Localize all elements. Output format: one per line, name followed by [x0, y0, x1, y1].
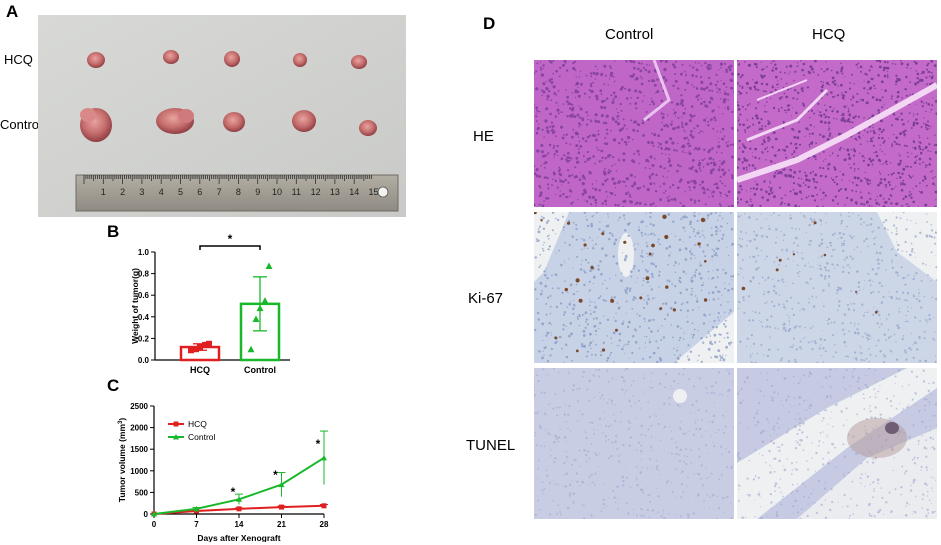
- panel-a-row-label-control: Control: [0, 117, 42, 132]
- ruler-tick-label: 6: [197, 187, 202, 197]
- data-point: [265, 262, 273, 270]
- legend-label: Control: [188, 432, 216, 442]
- ruler-tick-label: 8: [236, 187, 241, 197]
- data-point: [321, 454, 327, 461]
- ruler-tick-label: 11: [292, 187, 301, 197]
- data-point: [261, 297, 269, 304]
- x-axis-label: Days after Xenograft: [197, 533, 280, 542]
- x-tick-label: 7: [194, 520, 199, 529]
- x-tick-label: Control: [244, 365, 276, 375]
- y-tick-label: 500: [135, 488, 149, 497]
- data-point: [247, 345, 255, 353]
- ki67-hcq-image: [737, 212, 937, 363]
- ruler-tick-label: 10: [272, 187, 282, 197]
- data-point: [193, 346, 199, 353]
- y-axis-label: Tumor volume (mm3): [117, 418, 127, 503]
- panel-a-row-label-hcq: HCQ: [4, 52, 33, 67]
- data-point: [206, 340, 212, 347]
- panel-d-row-label-he: HE: [473, 128, 494, 145]
- panel-d-row-label-ki67: Ki-67: [468, 290, 504, 307]
- ruler: 1 2 3 4 5 6 7 8 9 10 11 12 13 14 15: [75, 174, 399, 212]
- y-tick-label: 0.8: [138, 270, 150, 279]
- line-chart-tumor-volume: 0 500 1000 1500 2000 2500 0 7 14 21 28 Days after X…: [117, 402, 329, 542]
- tunel-hcq-image: [737, 368, 937, 519]
- x-tick-label: HCQ: [190, 365, 210, 375]
- control-tumors: [80, 108, 377, 142]
- ruler-tick-label: 1: [101, 187, 106, 197]
- data-point: [188, 347, 194, 354]
- significance-star: *: [231, 485, 236, 499]
- data-point: [236, 506, 242, 512]
- significance-star: *: [273, 468, 278, 482]
- panel-d-row-label-tunel: TUNEL: [466, 437, 516, 454]
- data-point: [193, 505, 200, 512]
- ki67-control-image: [534, 212, 734, 363]
- data-point: [252, 315, 260, 322]
- ruler-tick-label: 13: [330, 187, 340, 197]
- tunel-control-image: [534, 368, 734, 519]
- y-tick-label: 2000: [130, 424, 148, 433]
- panel-d-col-label-hcq: HCQ: [812, 26, 846, 43]
- y-tick-label: 2500: [130, 402, 148, 411]
- data-point: [279, 504, 284, 510]
- y-tick-label: 0: [144, 510, 149, 519]
- ruler-tick-label: 3: [139, 187, 144, 197]
- data-point: [197, 344, 203, 351]
- significance-star: *: [316, 437, 321, 451]
- panel-d-letter: D: [483, 14, 496, 33]
- panel-b-letter: B: [107, 222, 120, 241]
- ruler-tick-label: 9: [255, 187, 260, 197]
- y-axis-label: Weight of tumor(g): [130, 268, 140, 344]
- he-control-image: [534, 60, 734, 207]
- panel-c-letter: C: [107, 376, 120, 395]
- x-tick-label: 28: [320, 520, 329, 529]
- hcq-tumors: [87, 50, 367, 69]
- y-tick-label: 0.0: [138, 356, 150, 365]
- ruler-tick-label: 5: [178, 187, 183, 197]
- y-tick-label: 0.2: [138, 334, 150, 343]
- significance-bracket: [199, 245, 261, 250]
- y-tick-label: 1.0: [138, 248, 150, 257]
- ruler-tick-label: 7: [217, 187, 222, 197]
- data-point: [256, 304, 264, 312]
- data-point: [151, 511, 157, 517]
- y-tick-label: 0.4: [138, 313, 150, 322]
- legend-label: HCQ: [188, 419, 207, 429]
- ruler-tick-label: 4: [159, 187, 164, 197]
- data-point: [321, 503, 327, 509]
- data-point: [236, 496, 242, 502]
- ruler-tick-label: 14: [349, 187, 359, 197]
- ruler-tick-label: 12: [311, 187, 321, 197]
- significance-star: *: [228, 232, 233, 246]
- data-point: [278, 481, 285, 488]
- x-tick-label: 21: [277, 520, 286, 529]
- x-tick-label: 14: [235, 520, 244, 529]
- y-tick-label: 1500: [130, 445, 148, 454]
- x-tick-label: 0: [152, 520, 157, 529]
- panel-d-col-label-control: Control: [605, 26, 654, 43]
- ruler-tick-label: 15: [368, 187, 378, 197]
- he-hcq-image: [737, 60, 937, 207]
- panel-a-letter: A: [6, 2, 19, 21]
- ruler-tick-label: 2: [120, 187, 125, 197]
- bar-chart-tumor-weight: 0.0 0.2 0.4 0.6 0.8 1.0 Weight of tumor(g) HCQ C…: [130, 232, 290, 375]
- tumor-photo: 1 2 3 4 5 6 7 8 9 10 11 12 13 14 15: [38, 15, 406, 217]
- y-tick-label: 0.6: [138, 291, 150, 300]
- y-tick-label: 1000: [130, 467, 148, 476]
- data-point: [202, 341, 208, 348]
